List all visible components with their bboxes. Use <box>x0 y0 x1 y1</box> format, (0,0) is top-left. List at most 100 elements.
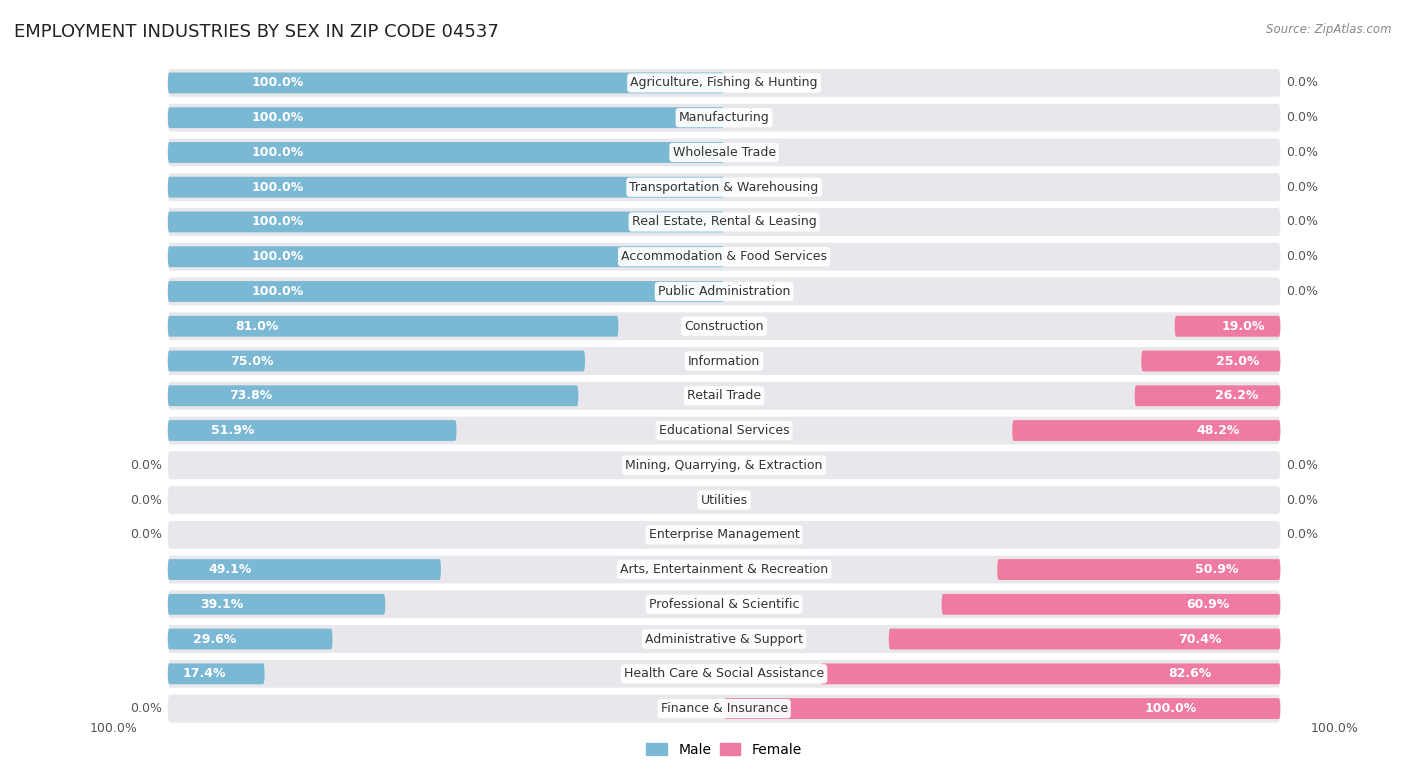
FancyBboxPatch shape <box>167 417 1281 445</box>
Text: EMPLOYMENT INDUSTRIES BY SEX IN ZIP CODE 04537: EMPLOYMENT INDUSTRIES BY SEX IN ZIP CODE… <box>14 23 499 41</box>
FancyBboxPatch shape <box>167 625 1281 653</box>
Text: Enterprise Management: Enterprise Management <box>648 528 800 542</box>
Text: 60.9%: 60.9% <box>1187 598 1230 611</box>
Text: Mining, Quarrying, & Extraction: Mining, Quarrying, & Extraction <box>626 459 823 472</box>
FancyBboxPatch shape <box>167 312 1281 340</box>
FancyBboxPatch shape <box>167 594 385 615</box>
Text: 49.1%: 49.1% <box>208 563 252 576</box>
Text: 0.0%: 0.0% <box>1286 146 1317 159</box>
FancyBboxPatch shape <box>167 316 619 337</box>
Text: 48.2%: 48.2% <box>1197 424 1240 437</box>
FancyBboxPatch shape <box>167 212 724 232</box>
Text: 0.0%: 0.0% <box>1286 285 1317 298</box>
FancyBboxPatch shape <box>167 72 724 93</box>
Text: 100.0%: 100.0% <box>252 216 304 228</box>
Legend: Male, Female: Male, Female <box>640 736 808 764</box>
FancyBboxPatch shape <box>167 629 332 650</box>
FancyBboxPatch shape <box>167 278 1281 306</box>
FancyBboxPatch shape <box>167 107 724 128</box>
FancyBboxPatch shape <box>997 559 1281 580</box>
Text: 0.0%: 0.0% <box>1286 216 1317 228</box>
Text: Manufacturing: Manufacturing <box>679 111 769 124</box>
Text: Construction: Construction <box>685 320 763 333</box>
Text: Utilities: Utilities <box>700 494 748 507</box>
Text: Health Care & Social Assistance: Health Care & Social Assistance <box>624 667 824 681</box>
Text: Public Administration: Public Administration <box>658 285 790 298</box>
FancyBboxPatch shape <box>167 246 724 267</box>
FancyBboxPatch shape <box>1135 386 1281 406</box>
Text: Educational Services: Educational Services <box>659 424 789 437</box>
Text: 75.0%: 75.0% <box>231 355 274 368</box>
FancyBboxPatch shape <box>167 139 1281 166</box>
FancyBboxPatch shape <box>167 660 1281 688</box>
Text: 0.0%: 0.0% <box>1286 111 1317 124</box>
FancyBboxPatch shape <box>167 420 457 441</box>
FancyBboxPatch shape <box>167 142 724 163</box>
FancyBboxPatch shape <box>167 208 1281 236</box>
Text: 0.0%: 0.0% <box>1286 250 1317 263</box>
FancyBboxPatch shape <box>889 629 1281 650</box>
FancyBboxPatch shape <box>167 663 264 684</box>
Text: Real Estate, Rental & Leasing: Real Estate, Rental & Leasing <box>631 216 817 228</box>
Text: 100.0%: 100.0% <box>252 285 304 298</box>
FancyBboxPatch shape <box>167 452 1281 479</box>
FancyBboxPatch shape <box>942 594 1281 615</box>
Text: 25.0%: 25.0% <box>1216 355 1260 368</box>
Text: 0.0%: 0.0% <box>1286 459 1317 472</box>
Text: 82.6%: 82.6% <box>1168 667 1212 681</box>
Text: Arts, Entertainment & Recreation: Arts, Entertainment & Recreation <box>620 563 828 576</box>
FancyBboxPatch shape <box>1142 351 1281 372</box>
Text: Transportation & Warehousing: Transportation & Warehousing <box>630 181 818 194</box>
FancyBboxPatch shape <box>167 69 1281 97</box>
FancyBboxPatch shape <box>167 281 724 302</box>
FancyBboxPatch shape <box>167 177 724 198</box>
FancyBboxPatch shape <box>167 386 578 406</box>
Text: 0.0%: 0.0% <box>1286 181 1317 194</box>
Text: 29.6%: 29.6% <box>193 632 236 646</box>
Text: 100.0%: 100.0% <box>1310 722 1358 735</box>
FancyBboxPatch shape <box>167 486 1281 514</box>
FancyBboxPatch shape <box>821 663 1281 684</box>
Text: Administrative & Support: Administrative & Support <box>645 632 803 646</box>
Text: 0.0%: 0.0% <box>131 494 162 507</box>
FancyBboxPatch shape <box>167 559 441 580</box>
Text: 17.4%: 17.4% <box>183 667 226 681</box>
FancyBboxPatch shape <box>167 556 1281 584</box>
Text: 100.0%: 100.0% <box>252 250 304 263</box>
Text: 100.0%: 100.0% <box>1144 702 1197 715</box>
Text: 19.0%: 19.0% <box>1222 320 1264 333</box>
Text: 0.0%: 0.0% <box>131 459 162 472</box>
FancyBboxPatch shape <box>167 695 1281 722</box>
Text: Professional & Scientific: Professional & Scientific <box>648 598 800 611</box>
FancyBboxPatch shape <box>167 591 1281 618</box>
Text: 81.0%: 81.0% <box>235 320 278 333</box>
Text: 0.0%: 0.0% <box>1286 494 1317 507</box>
Text: 100.0%: 100.0% <box>252 146 304 159</box>
Text: Accommodation & Food Services: Accommodation & Food Services <box>621 250 827 263</box>
Text: 0.0%: 0.0% <box>131 528 162 542</box>
Text: 100.0%: 100.0% <box>252 76 304 89</box>
Text: Retail Trade: Retail Trade <box>688 390 761 402</box>
Text: Wholesale Trade: Wholesale Trade <box>672 146 776 159</box>
Text: 0.0%: 0.0% <box>131 702 162 715</box>
Text: 0.0%: 0.0% <box>1286 76 1317 89</box>
FancyBboxPatch shape <box>167 104 1281 132</box>
FancyBboxPatch shape <box>1174 316 1281 337</box>
Text: 0.0%: 0.0% <box>1286 528 1317 542</box>
FancyBboxPatch shape <box>167 173 1281 201</box>
FancyBboxPatch shape <box>1012 420 1281 441</box>
FancyBboxPatch shape <box>167 351 585 372</box>
Text: 26.2%: 26.2% <box>1215 390 1258 402</box>
FancyBboxPatch shape <box>724 698 1281 719</box>
Text: Source: ZipAtlas.com: Source: ZipAtlas.com <box>1267 23 1392 36</box>
Text: 39.1%: 39.1% <box>201 598 243 611</box>
Text: 70.4%: 70.4% <box>1178 632 1222 646</box>
Text: 100.0%: 100.0% <box>252 181 304 194</box>
Text: Information: Information <box>688 355 761 368</box>
FancyBboxPatch shape <box>167 243 1281 271</box>
Text: 100.0%: 100.0% <box>252 111 304 124</box>
FancyBboxPatch shape <box>167 382 1281 410</box>
FancyBboxPatch shape <box>167 347 1281 375</box>
Text: 50.9%: 50.9% <box>1195 563 1237 576</box>
Text: Finance & Insurance: Finance & Insurance <box>661 702 787 715</box>
